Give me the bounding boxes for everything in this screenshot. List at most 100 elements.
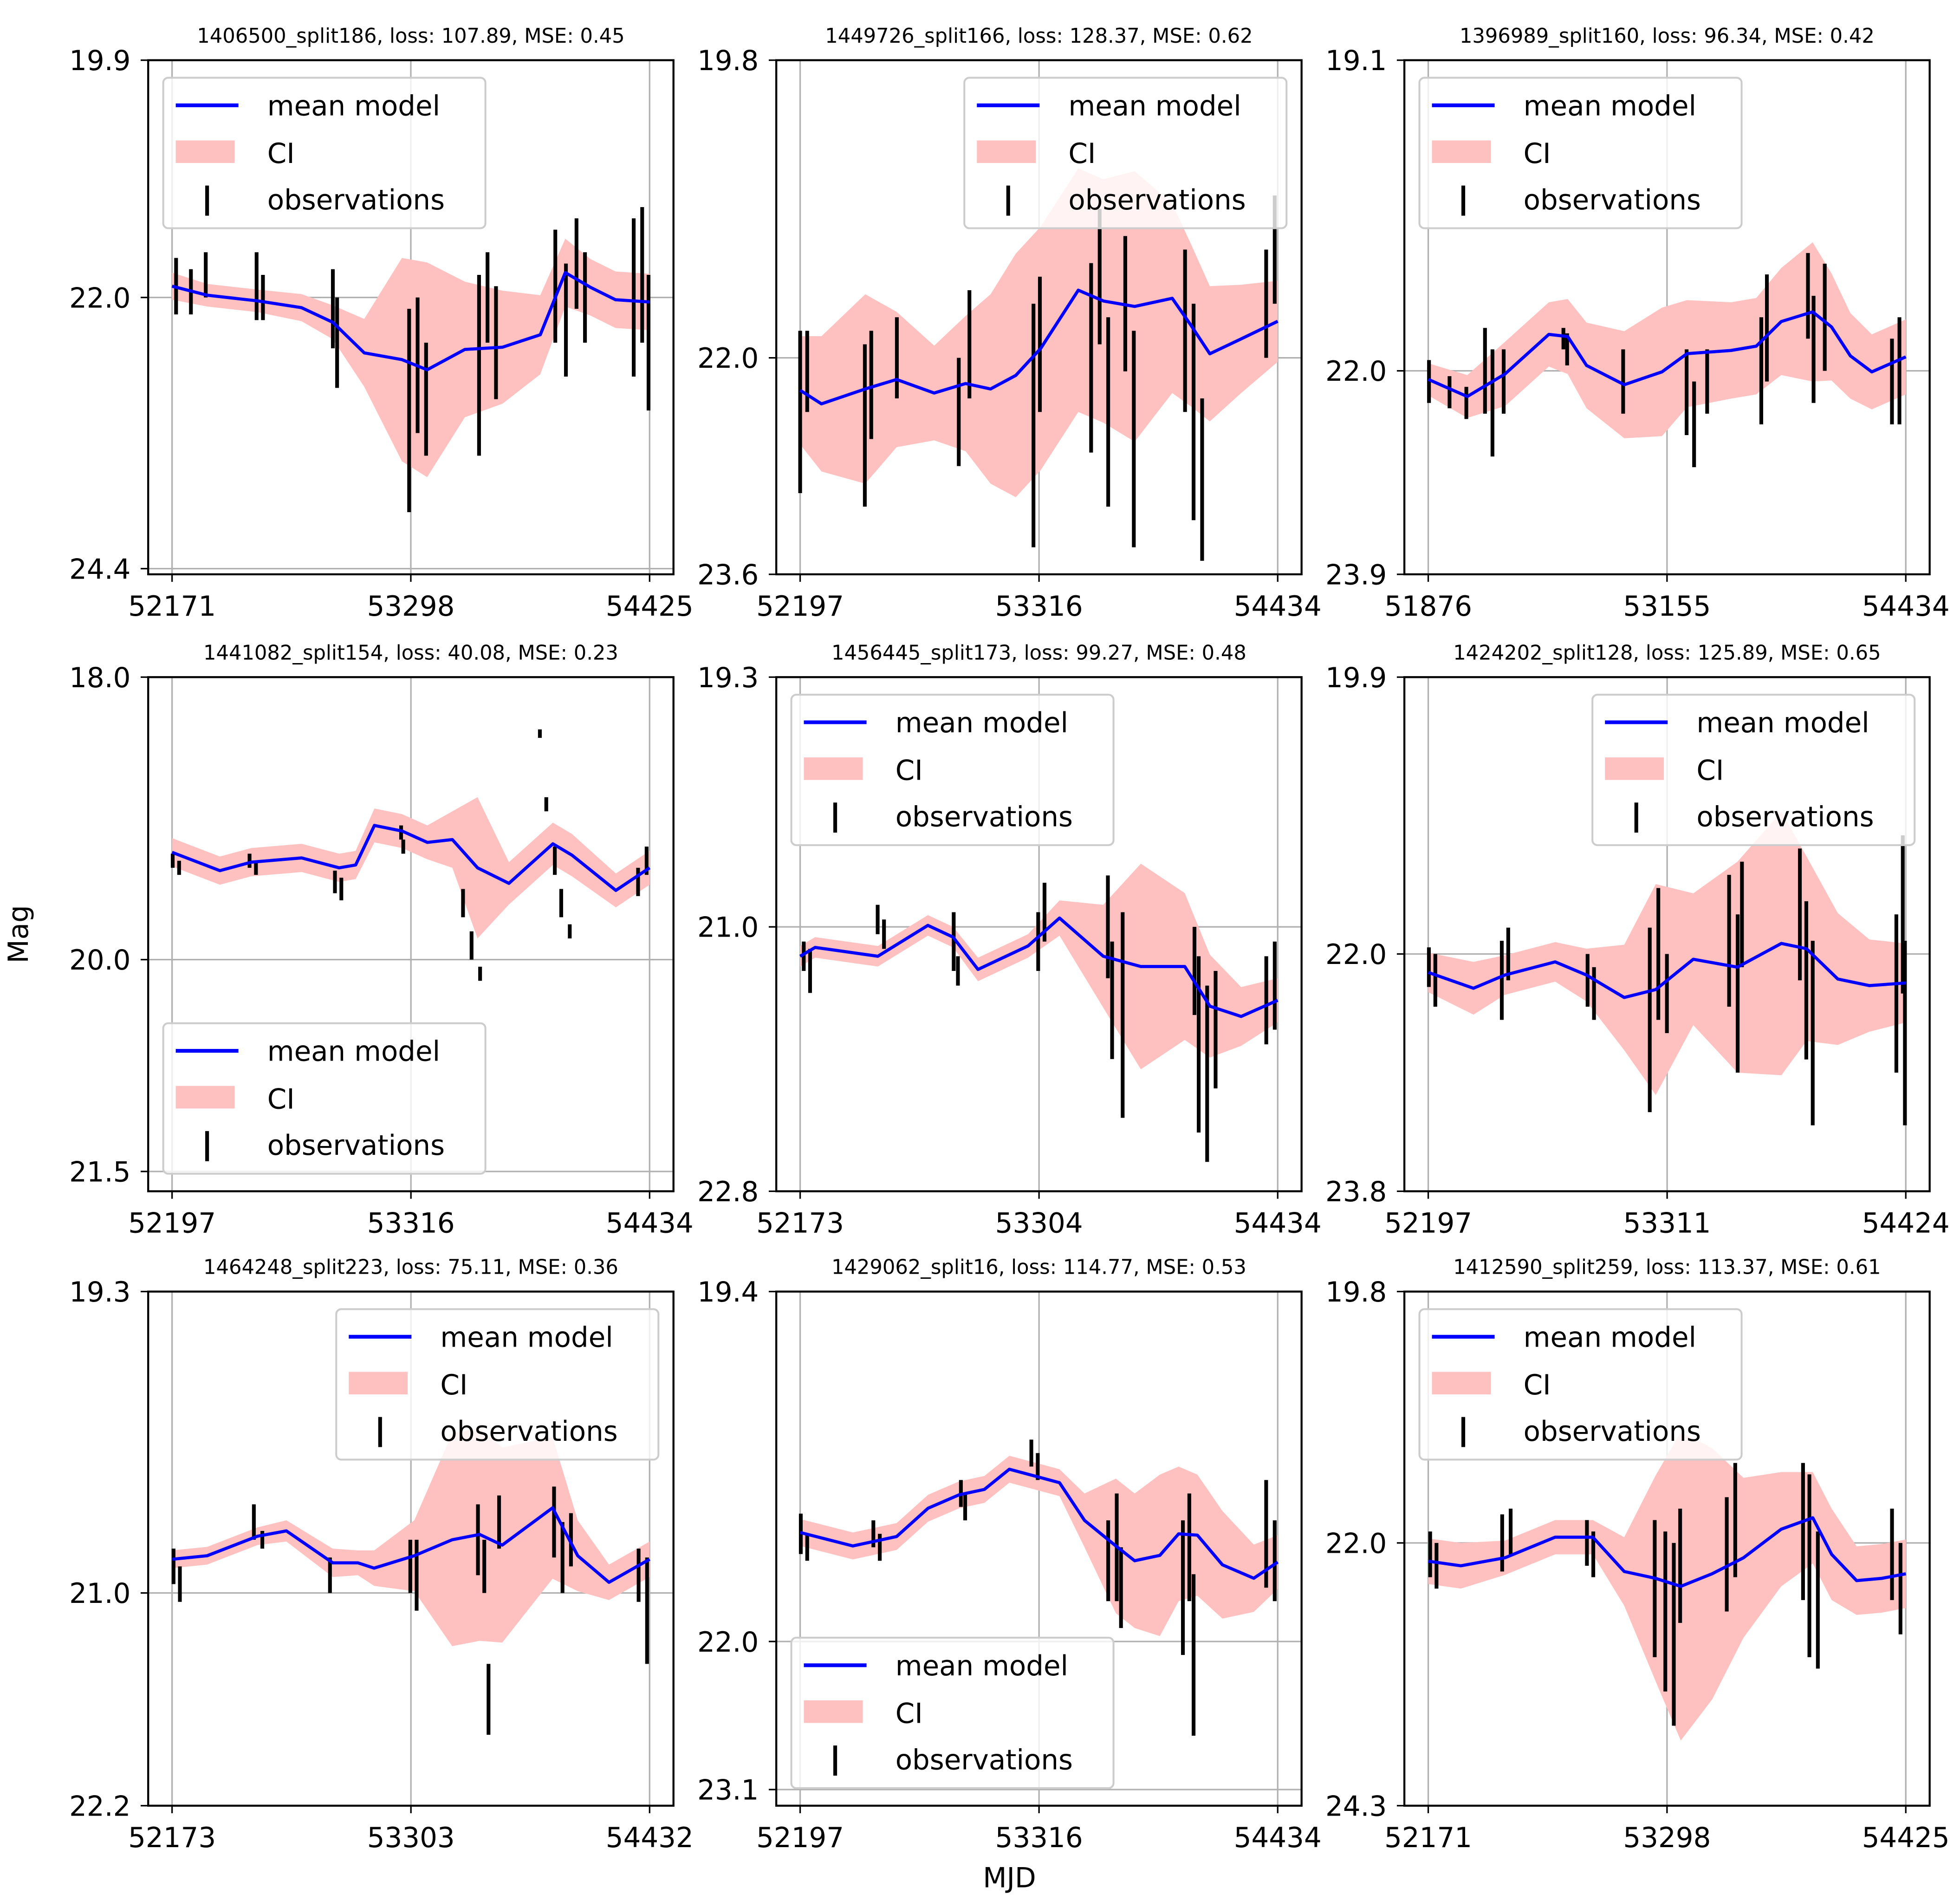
subplot-9: 52171 53298 54425 19.8 22.0 24.3 1412590_split…: [1325, 1256, 1950, 1854]
y-tick-label: 18.0: [69, 662, 130, 694]
legend-obs-label: observations: [1524, 184, 1701, 216]
axes-frame: [1403, 1290, 1931, 1807]
legend-mean-label: mean model: [440, 1322, 613, 1354]
mean-model-line: [171, 824, 651, 892]
y-axis-label: Mag: [3, 905, 35, 963]
mean-model-line: [1428, 942, 1906, 999]
mean-model-line: [799, 288, 1279, 406]
x-tick-label: 54434: [1234, 1208, 1322, 1240]
legend: mean model CI observations: [335, 1308, 660, 1461]
legend-ci-label: CI: [267, 138, 295, 170]
legend: mean model CI observations: [1591, 694, 1916, 846]
x-tick-label: 53304: [995, 1208, 1083, 1240]
legend-mean-label: mean model: [267, 1036, 440, 1068]
legend: mean model CI observations: [790, 694, 1115, 846]
legend-ci-label: CI: [1524, 138, 1551, 170]
subplot-2: 52197 53316 54434 19.8 22.0 23.6 1449726_split…: [697, 25, 1322, 623]
legend-ci-label: CI: [1696, 755, 1724, 787]
legend-box: [790, 694, 1115, 846]
axes-frame: [1403, 59, 1931, 576]
x-tick-label: 53298: [367, 591, 454, 623]
y-tick-label: 24.3: [1325, 1790, 1387, 1823]
legend: mean model CI observations: [1418, 77, 1743, 229]
subplot-title: 1424202_split128, loss: 125.89, MSE: 0.6…: [1453, 641, 1881, 664]
mean-model-line: [171, 271, 650, 371]
legend: mean model CI observations: [963, 77, 1288, 229]
x-tick-label: 52197: [756, 591, 844, 623]
subplot-title: 1396989_split160, loss: 96.34, MSE: 0.42: [1460, 25, 1875, 48]
x-tick-label: 52173: [756, 1208, 844, 1240]
x-tick-label: 53155: [1623, 591, 1711, 623]
x-tick-label: 52171: [1384, 1822, 1472, 1854]
axes-frame: [775, 676, 1303, 1192]
x-tick-label: 54425: [1862, 1822, 1950, 1854]
legend-box: [1418, 1308, 1743, 1461]
ci-band: [172, 797, 650, 939]
y-tick-label: 21.0: [697, 912, 759, 944]
mean-model-line: [799, 1467, 1279, 1580]
subplot-title: 1464248_split223, loss: 75.11, MSE: 0.36: [203, 1256, 618, 1279]
x-tick-label: 52173: [128, 1822, 216, 1854]
y-tick-label: 22.0: [1325, 356, 1387, 388]
x-tick-label: 53298: [1623, 1822, 1711, 1854]
legend: mean model CI observations: [162, 77, 487, 229]
subplot-7: 52173 53303 54432 19.3 21.0 22.2 1464248_split…: [69, 1256, 694, 1854]
subplot-4: 52197 53316 54434 18.0 20.0 21.5 1441082_split…: [69, 641, 694, 1239]
axes-frame: [147, 1290, 675, 1807]
y-tick-label: 19.4: [697, 1276, 759, 1309]
x-tick-label: 54434: [606, 1208, 694, 1240]
y-tick-label: 19.3: [69, 1276, 130, 1309]
mean-model-line: [1428, 310, 1907, 398]
x-tick-label: 54424: [1862, 1208, 1950, 1240]
y-tick-label: 23.8: [1325, 1176, 1387, 1208]
legend-ci-swatch: [1605, 757, 1664, 780]
subplot-title: 1449726_split166, loss: 128.37, MSE: 0.6…: [825, 25, 1253, 48]
legend-ci-swatch: [175, 140, 235, 163]
legend-obs-label: observations: [1068, 184, 1246, 216]
legend-ci-label: CI: [896, 755, 923, 787]
x-tick-label: 53316: [995, 1822, 1083, 1854]
subplot-8: 52197 53316 54434 19.4 22.0 23.1 1429062_split…: [697, 1256, 1322, 1854]
legend-obs-label: observations: [896, 801, 1073, 833]
legend-ci-swatch: [804, 757, 863, 780]
legend-ci-swatch: [977, 140, 1036, 163]
legend-mean-label: mean model: [1524, 1322, 1696, 1354]
legend-obs-label: observations: [267, 184, 445, 216]
y-tick-label: 19.8: [697, 45, 759, 77]
x-tick-label: 52197: [1384, 1208, 1472, 1240]
x-tick-label: 53316: [367, 1208, 455, 1240]
y-tick-label: 21.5: [69, 1157, 130, 1189]
legend-ci-swatch: [804, 1700, 863, 1723]
legend-obs-label: observations: [896, 1744, 1073, 1776]
subplot-3: 51876 53155 54434 19.1 22.0 23.9 1396989_split…: [1325, 25, 1950, 623]
legend-mean-label: mean model: [1696, 707, 1869, 739]
y-tick-label: 19.3: [697, 662, 759, 694]
legend-obs-label: observations: [1696, 801, 1874, 833]
legend-mean-label: mean model: [1524, 90, 1696, 122]
x-axis-label: MJD: [983, 1862, 1036, 1894]
y-tick-label: 22.0: [1325, 939, 1387, 971]
legend-ci-swatch: [1432, 1372, 1491, 1394]
legend: mean model CI observations: [1418, 1308, 1743, 1461]
y-tick-label: 23.1: [697, 1775, 759, 1807]
y-tick-label: 19.9: [1325, 662, 1387, 694]
subplot-6: 52197 53311 54424 19.9 22.0 23.8 1424202_split…: [1325, 641, 1950, 1239]
ci-band: [1428, 811, 1906, 1095]
ci-band: [800, 864, 1278, 1069]
y-tick-label: 19.1: [1325, 45, 1387, 77]
x-tick-label: 54432: [606, 1822, 694, 1854]
y-tick-label: 22.0: [1325, 1528, 1387, 1560]
y-tick-label: 22.0: [697, 1627, 759, 1659]
legend-box: [963, 77, 1288, 229]
legend-box: [1418, 77, 1743, 229]
x-tick-label: 54434: [1234, 591, 1322, 623]
legend-ci-label: CI: [440, 1369, 467, 1401]
legend-mean-label: mean model: [1068, 90, 1241, 122]
legend-box: [162, 1022, 487, 1175]
legend: mean model CI observations: [162, 1022, 487, 1175]
legend-ci-swatch: [175, 1086, 235, 1109]
axes-frame: [775, 1290, 1303, 1807]
x-tick-label: 54434: [1862, 591, 1950, 623]
x-tick-label: 52171: [128, 591, 216, 623]
